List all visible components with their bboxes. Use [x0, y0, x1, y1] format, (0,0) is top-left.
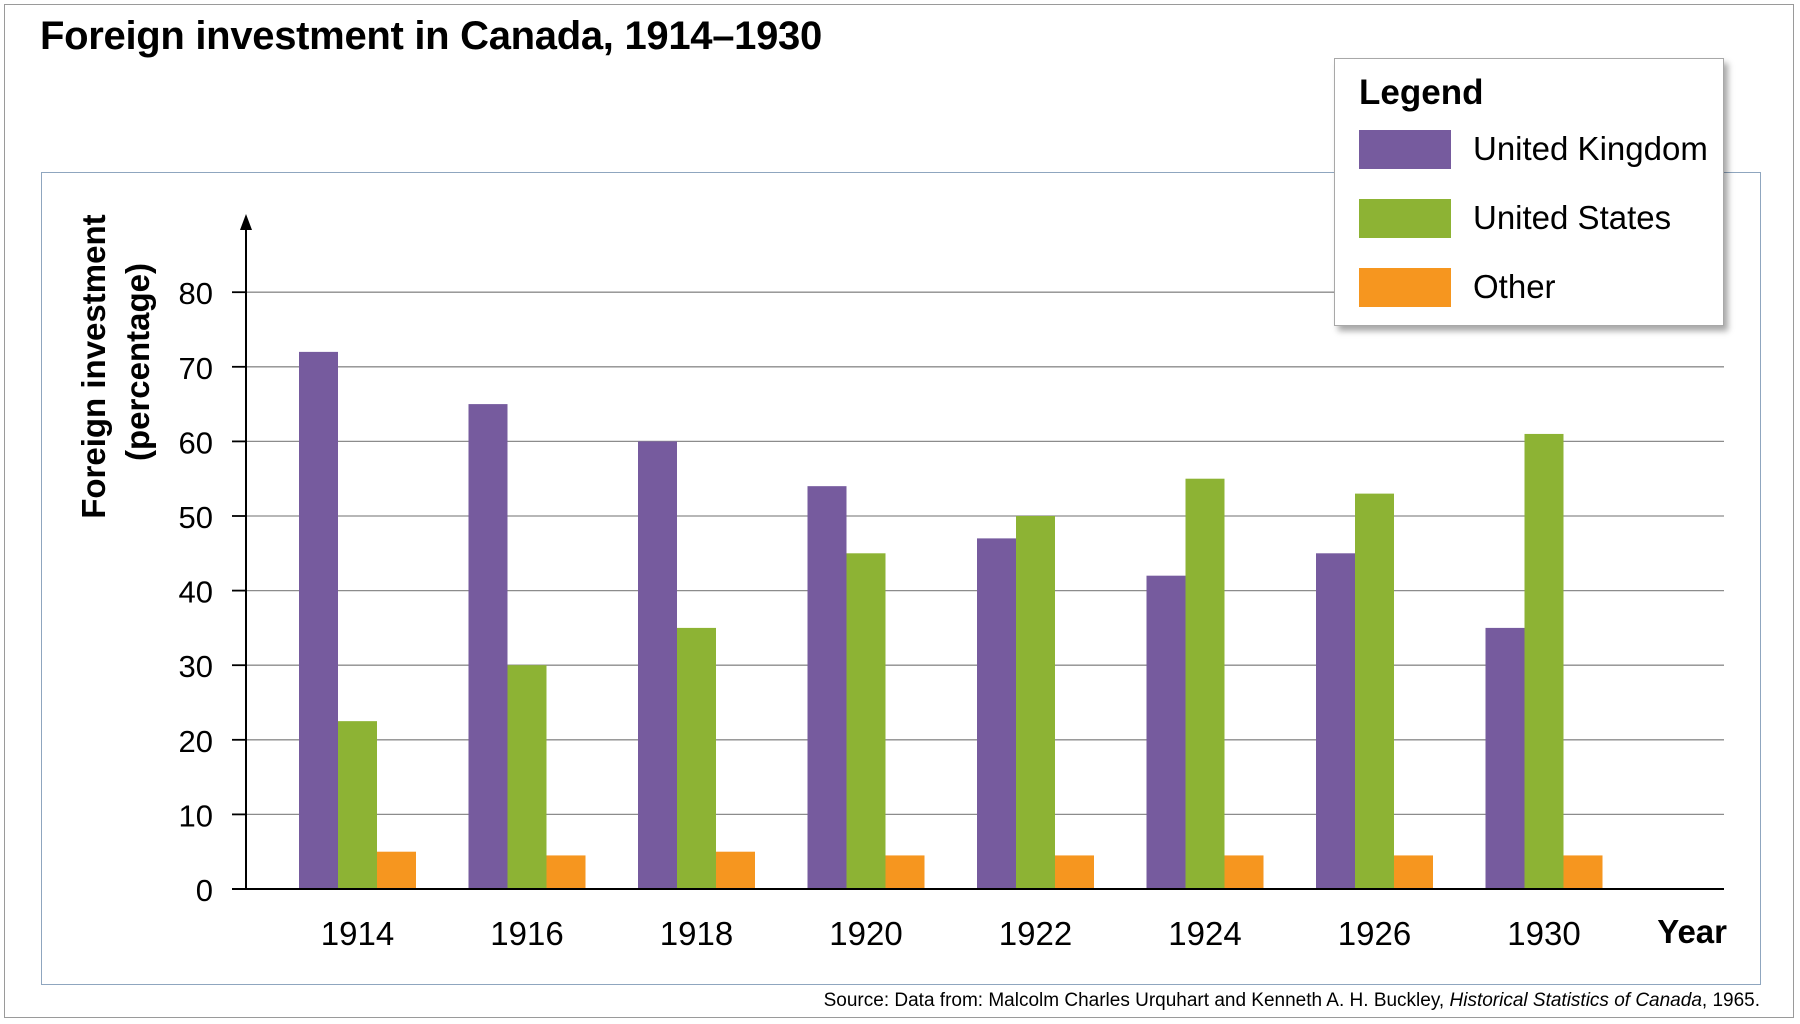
chart-panel — [41, 172, 1761, 985]
bar-other-1914 — [377, 851, 416, 889]
bar-united-states-1920 — [846, 553, 886, 889]
x-tick-label: 1920 — [829, 915, 902, 952]
bar-other-1926 — [1394, 855, 1433, 889]
bar-united-kingdom-1922 — [977, 538, 1016, 889]
bar-united-states-1914 — [338, 721, 377, 889]
x-tick-label: 1930 — [1507, 915, 1580, 952]
source-suffix: , 1965. — [1701, 990, 1760, 1011]
tick-labels: 0 10 20 30 40 50 60 70 80 1914 1916 1918 1920 1922 192… — [179, 276, 1581, 952]
legend-entry-other: Other — [1359, 267, 1556, 307]
bar-united-kingdom-1924 — [1146, 575, 1186, 889]
bar-other-1920 — [885, 855, 925, 889]
y-axis-arrowhead — [240, 214, 252, 230]
bar-united-states-1918 — [677, 627, 716, 889]
x-tick-label: 1914 — [321, 915, 394, 952]
legend-entry-united-states: United States — [1359, 198, 1671, 238]
legend-swatch-united-states — [1359, 198, 1451, 238]
figure-frame — [4, 4, 1794, 1018]
y-axis-label: Foreign investment (percentage) — [75, 205, 156, 519]
x-axis-label: Year — [1657, 913, 1727, 950]
x-tick-label: 1922 — [999, 915, 1072, 952]
bar-united-kingdom-1920 — [807, 486, 847, 889]
bar-united-states-1930 — [1524, 433, 1564, 889]
y-tick-label: 80 — [179, 276, 213, 311]
chart-title: Foreign investment in Canada, 1914–1930 — [40, 14, 822, 58]
y-tick-label: 20 — [179, 724, 213, 759]
y-tick-label: 10 — [179, 798, 213, 833]
legend-swatch-other — [1359, 267, 1451, 307]
axes — [232, 214, 1724, 890]
source-work: Historical Statistics of Canada — [1449, 990, 1702, 1011]
y-axis-label-line-2: (percentage) — [119, 263, 156, 461]
y-axis-label-line-1: Foreign investment — [75, 214, 112, 518]
bar-other-1924 — [1224, 855, 1264, 889]
bar-other-1922 — [1055, 855, 1094, 889]
bar-united-kingdom-1918 — [638, 441, 677, 889]
x-tick-label: 1918 — [660, 915, 733, 952]
legend-entry-united-kingdom: United Kingdom — [1359, 129, 1708, 169]
y-tick-label: 70 — [179, 351, 213, 386]
bar-united-states-1922 — [1016, 516, 1055, 889]
bar-united-kingdom-1914 — [299, 351, 338, 889]
x-tick-label: 1924 — [1168, 915, 1241, 952]
legend-label-united-states: United States — [1473, 199, 1672, 236]
legend-label-other: Other — [1473, 268, 1556, 305]
source-note: Source: Data from: Malcolm Charles Urquh… — [824, 990, 1760, 1012]
y-tick-label: 40 — [179, 575, 213, 610]
legend-swatch-united-kingdom — [1359, 129, 1451, 169]
x-tick-label: 1916 — [490, 915, 563, 952]
bar-united-states-1916 — [507, 665, 547, 889]
bar-united-kingdom-1916 — [468, 404, 508, 889]
bar-united-states-1926 — [1355, 493, 1394, 889]
bar-other-1918 — [716, 851, 755, 889]
bar-united-states-1924 — [1185, 478, 1225, 889]
bar-other-1916 — [546, 855, 586, 889]
x-tick-label: 1926 — [1338, 915, 1411, 952]
bar-united-kingdom-1926 — [1316, 553, 1355, 889]
y-tick-label: 30 — [179, 649, 213, 684]
source-prefix: Source: Data from: Malcolm Charles Urquh… — [823, 990, 1450, 1011]
legend-title: Legend — [1359, 73, 1484, 112]
y-tick-label: 0 — [196, 873, 213, 908]
bars — [299, 351, 1603, 889]
bar-other-1930 — [1563, 855, 1603, 889]
legend: Legend United Kingdom United States Othe… — [1334, 58, 1724, 326]
y-tick-label: 60 — [179, 425, 213, 460]
y-tick-label: 50 — [179, 500, 213, 535]
bar-united-kingdom-1930 — [1485, 627, 1525, 889]
legend-label-united-kingdom: United Kingdom — [1473, 130, 1708, 167]
